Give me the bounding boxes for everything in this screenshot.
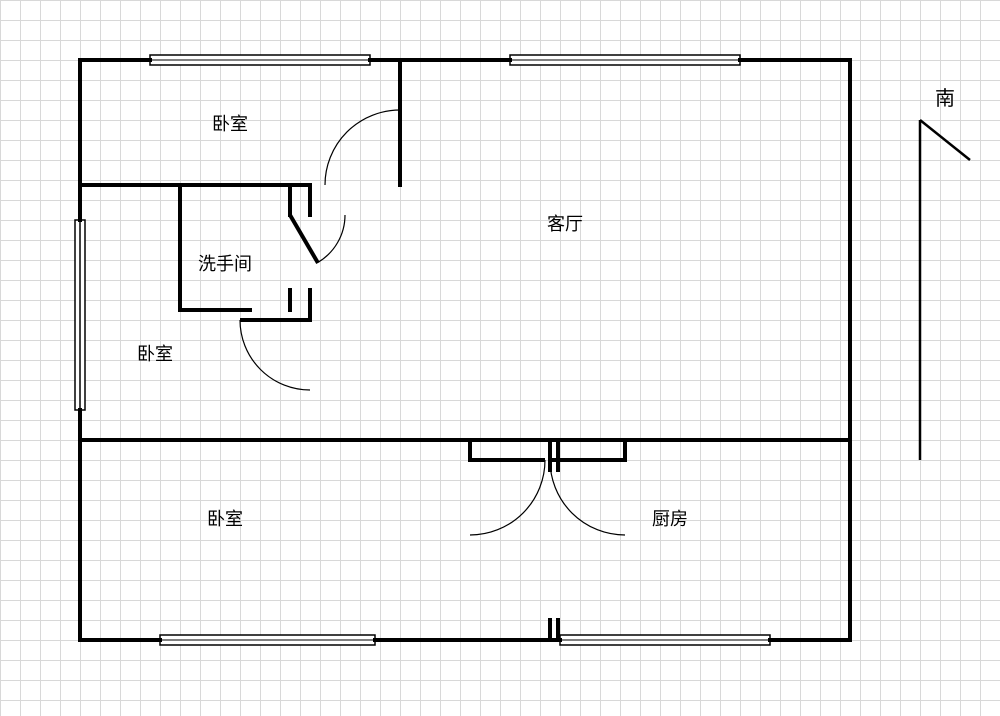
labels-layer: 卧室洗手间客厅卧室卧室厨房 xyxy=(137,114,688,529)
door-arc-door_lr_right xyxy=(550,460,625,535)
compass-arrowhead xyxy=(920,120,970,160)
door-arc-door_bedroom_top xyxy=(325,110,400,185)
room-label-bedroom_top: 卧室 xyxy=(212,114,248,134)
room-label-bedroom_left: 卧室 xyxy=(137,344,173,364)
room-label-bedroom_bottom: 卧室 xyxy=(207,509,243,529)
room-label-bathroom: 洗手间 xyxy=(198,254,252,274)
door-arc-door_bathroom xyxy=(318,215,346,263)
room-label-living_room: 客厅 xyxy=(547,214,583,234)
compass-label: 南 xyxy=(935,87,955,110)
door-arc-door_bedroom_left xyxy=(240,320,310,390)
door-leaf-door_bathroom xyxy=(290,215,318,263)
compass: 南 xyxy=(920,87,970,460)
walls-layer xyxy=(80,60,850,640)
door-arc-door_lr_left xyxy=(470,460,545,535)
doors-layer xyxy=(240,110,625,535)
floorplan-canvas: 卧室洗手间客厅卧室卧室厨房 南 xyxy=(0,0,1000,716)
windows-layer xyxy=(75,55,770,645)
room-label-kitchen: 厨房 xyxy=(652,509,688,529)
